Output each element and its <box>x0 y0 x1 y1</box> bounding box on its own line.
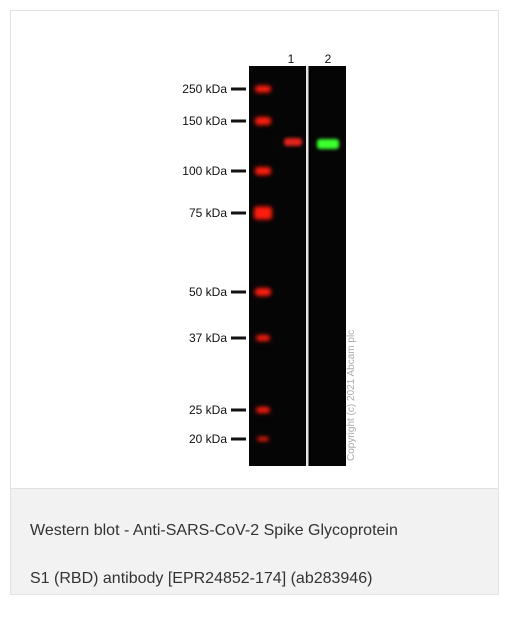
marker-dash <box>231 120 246 123</box>
figure-card: 250 kDa 150 kDa 100 kDa 75 kDa 50 kDa 37 kDa 2… <box>10 10 499 595</box>
ladder-band <box>255 117 271 125</box>
lane-2-band <box>317 139 339 149</box>
blot-membrane <box>249 66 346 466</box>
marker-label: 37 kDa <box>189 331 227 345</box>
page: {"figure": {"lane_labels": ["1", "2"], "… <box>0 0 511 621</box>
marker-dash <box>231 212 246 215</box>
lane-label: 1 <box>288 52 295 66</box>
lane-divider <box>306 66 309 466</box>
figure-area: 250 kDa 150 kDa 100 kDa 75 kDa 50 kDa 37 kDa 2… <box>11 11 498 489</box>
ladder-band <box>254 207 272 220</box>
ladder-band <box>255 288 271 296</box>
ladder-band <box>255 86 271 93</box>
marker-label: 250 kDa <box>182 82 227 96</box>
marker-dash <box>231 88 246 91</box>
marker-label: 150 kDa <box>182 114 227 128</box>
caption-line: Western blot - Anti-SARS-CoV-2 Spike Gly… <box>30 522 398 540</box>
copyright: Copyright (c) 2021 Abcam plc <box>346 330 357 461</box>
marker-dash <box>231 291 246 294</box>
marker-dash <box>231 438 246 441</box>
marker-label: 50 kDa <box>189 285 227 299</box>
ladder-band <box>256 407 270 413</box>
marker-label: 100 kDa <box>182 164 227 178</box>
ladder-band <box>257 437 269 441</box>
marker-label: 20 kDa <box>189 432 227 446</box>
caption: Western blot - Anti-SARS-CoV-2 Spike Gly… <box>11 489 498 594</box>
marker-label: 25 kDa <box>189 403 227 417</box>
western-blot: 250 kDa 150 kDa 100 kDa 75 kDa 50 kDa 37 kDa 2… <box>11 11 498 488</box>
ladder-band <box>256 335 270 341</box>
lane-1-band <box>284 138 302 146</box>
marker-dash <box>231 170 246 173</box>
ladder-band <box>255 167 271 175</box>
lane-divider-gap <box>310 66 311 466</box>
lane-label: 2 <box>325 52 332 66</box>
marker-dash <box>231 337 246 340</box>
marker-label: 75 kDa <box>189 206 227 220</box>
marker-dash <box>231 409 246 412</box>
caption-line: S1 (RBD) antibody [EPR24852-174] (ab2839… <box>30 570 372 588</box>
